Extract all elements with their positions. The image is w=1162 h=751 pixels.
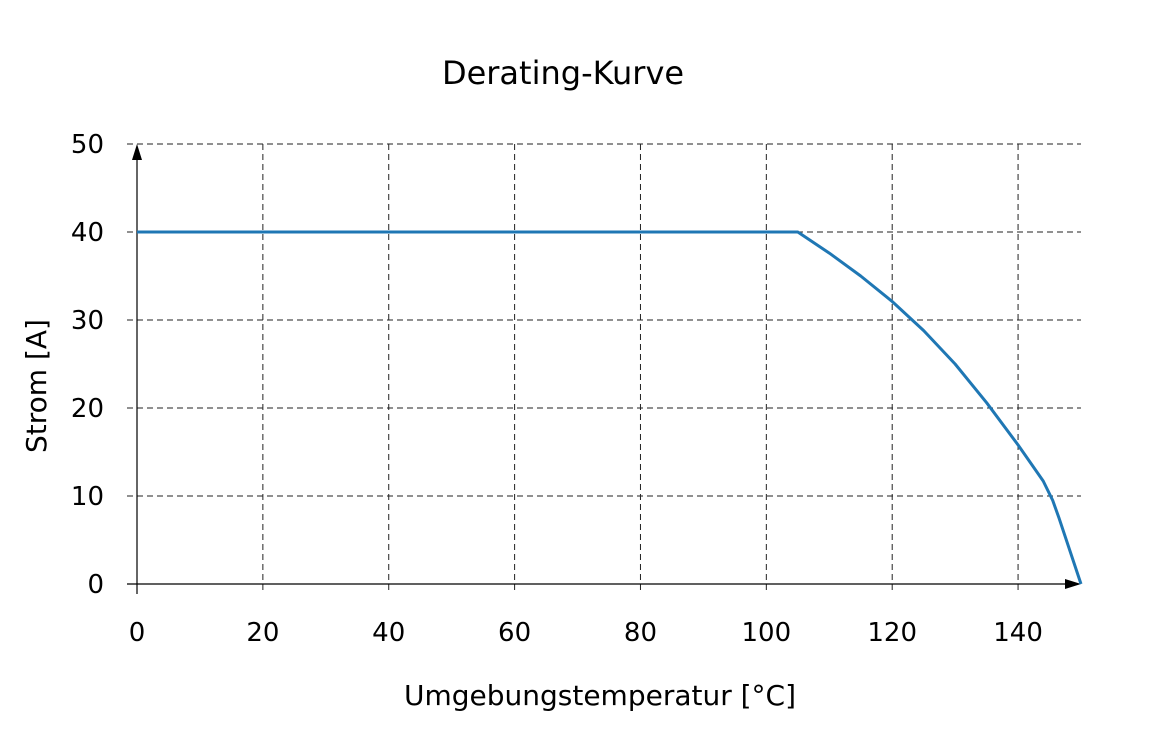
derating-curve: [137, 230, 1083, 585]
y-tick-label: 50: [71, 130, 104, 160]
x-axis-label: Umgebungstemperatur [°C]: [404, 679, 796, 712]
y-tick-label: 20: [71, 394, 104, 424]
y-tick-label: 30: [71, 306, 104, 336]
x-tick-label: 60: [498, 618, 531, 648]
y-axis-label: Strom [A]: [20, 319, 53, 453]
x-axis-arrow: [1065, 579, 1081, 589]
x-tick-label: 20: [246, 618, 279, 648]
y-axis-arrow: [132, 144, 142, 160]
series-lines: [137, 230, 1083, 585]
x-tick-label: 120: [867, 618, 917, 648]
y-tick-label: 0: [87, 570, 104, 600]
tick-labels: 0 20 40 60 80 100 120 140 0 10 20 30 40 50: [71, 130, 1043, 648]
chart-title: Derating-Kurve: [442, 54, 684, 92]
x-tick-label: 140: [993, 618, 1043, 648]
grid: [127, 143, 1081, 594]
x-tick-label: 0: [129, 618, 146, 648]
axes: [127, 144, 1081, 594]
x-tick-label: 100: [742, 618, 792, 648]
y-tick-label: 10: [71, 482, 104, 512]
x-tick-label: 80: [624, 618, 657, 648]
y-tick-label: 40: [71, 218, 104, 248]
x-tick-label: 40: [372, 618, 405, 648]
